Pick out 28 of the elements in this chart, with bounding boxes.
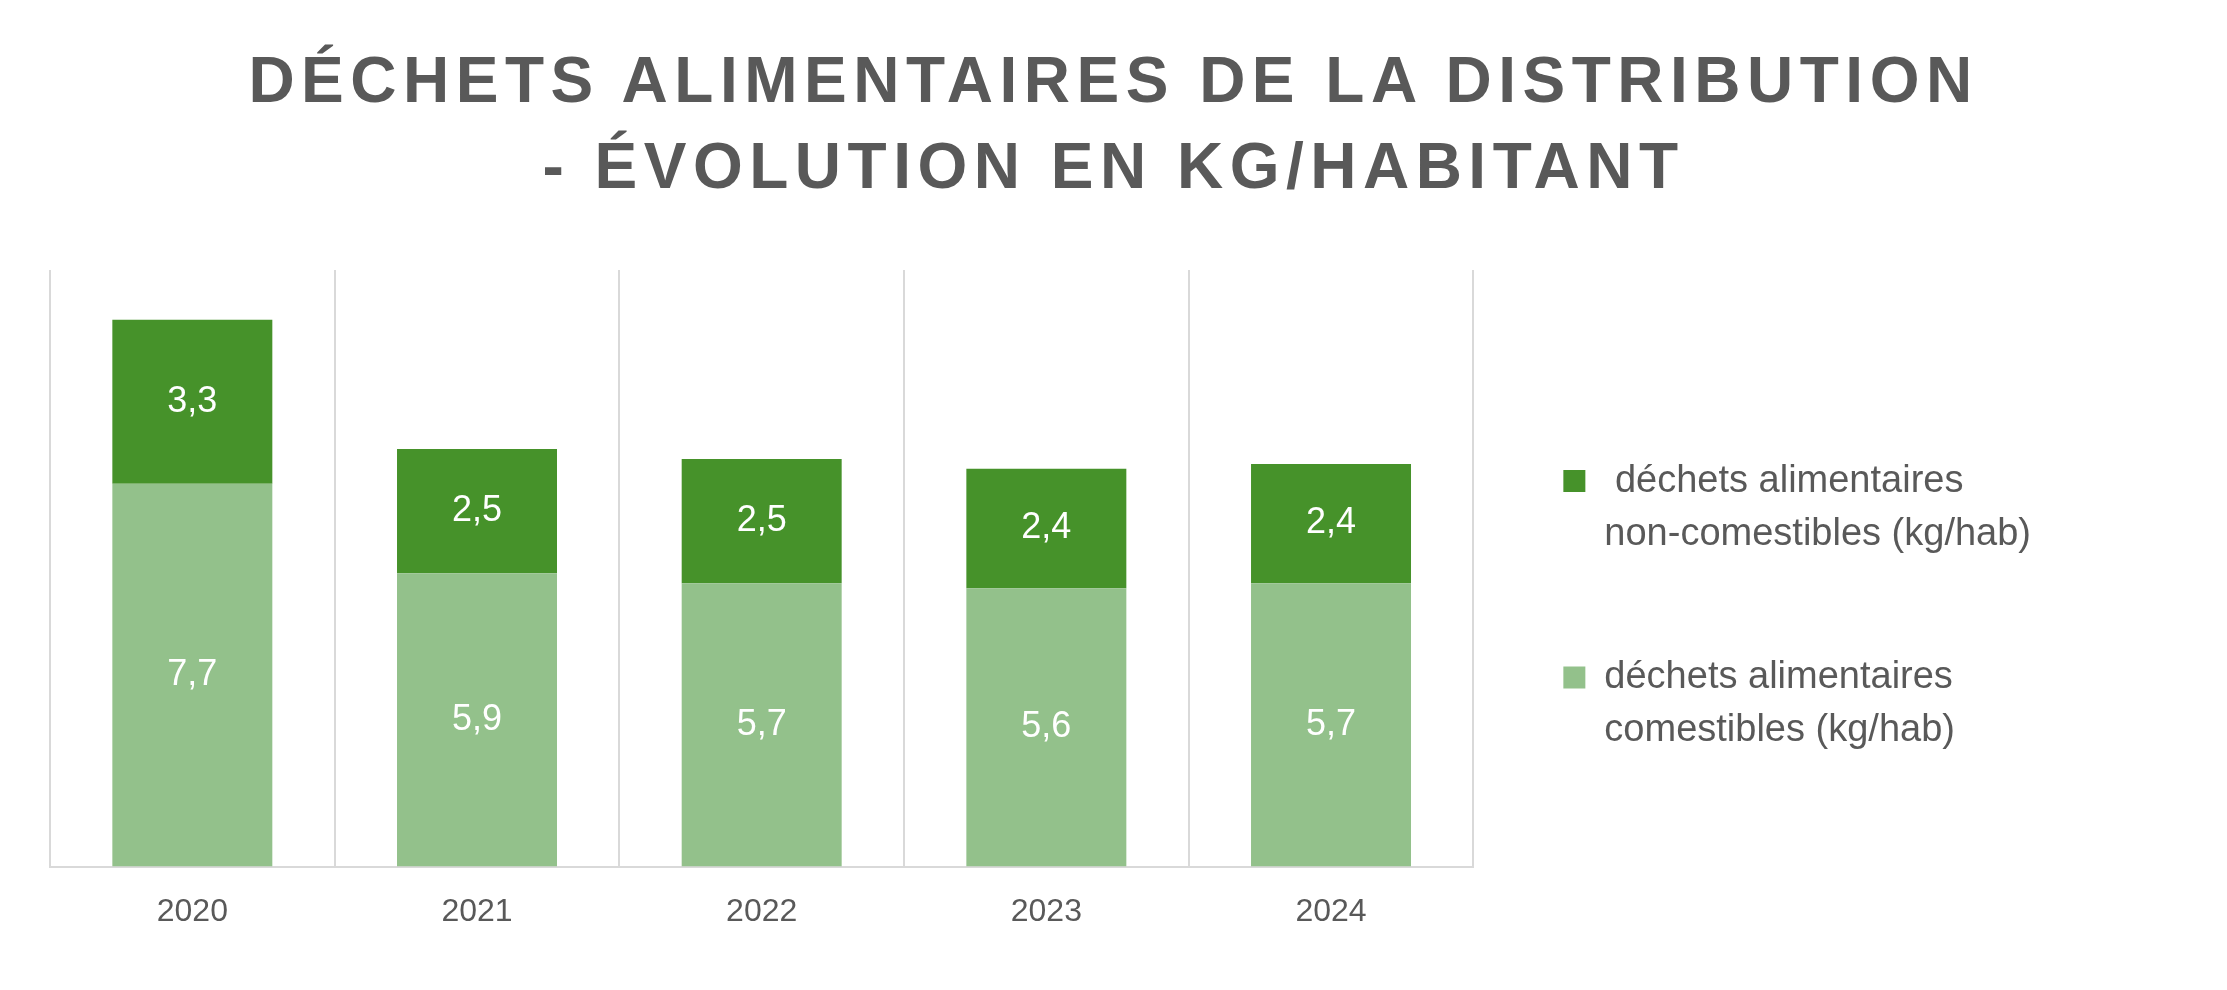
- data-label: 7,7: [167, 652, 218, 694]
- bar: [112, 319, 273, 484]
- x-tick-label: 2021: [441, 891, 513, 928]
- data-label: 3,3: [167, 378, 218, 420]
- data-label: 5,7: [1305, 701, 1357, 743]
- data-label: 5,9: [451, 696, 503, 738]
- bar: [1251, 463, 1412, 584]
- legend-label: déchets alimentaires non-comestibles (kg/hab): [1604, 457, 2032, 553]
- x-tick-label: 2024: [1295, 891, 1367, 928]
- x-tick-label: 2023: [1010, 891, 1082, 928]
- data-label: 2,4: [1305, 500, 1357, 542]
- bar: [397, 573, 557, 867]
- chart-title: DÉCHETS ALIMENTAIRES DE LA DISTRIBUTION - ÉVOLUTION EN KG/HABITANT: [247, 43, 1980, 204]
- bar: [112, 483, 273, 867]
- bar: [966, 468, 1127, 589]
- bar: [681, 458, 842, 584]
- bar: [681, 583, 842, 867]
- x-tick-label: 2022: [726, 891, 798, 928]
- data-label: 5,7: [736, 701, 787, 743]
- x-tick-label: 2020: [156, 891, 228, 928]
- data-label: 5,6: [1021, 704, 1072, 746]
- bar: [966, 588, 1127, 867]
- bar: [397, 448, 557, 574]
- bar: [1251, 583, 1412, 867]
- legend-label: déchets alimentaires comestibles (kg/hab): [1604, 653, 1955, 750]
- data-label: 2,5: [736, 497, 787, 539]
- data-label: 2,4: [1021, 505, 1072, 547]
- data-label: 2,5: [451, 488, 503, 530]
